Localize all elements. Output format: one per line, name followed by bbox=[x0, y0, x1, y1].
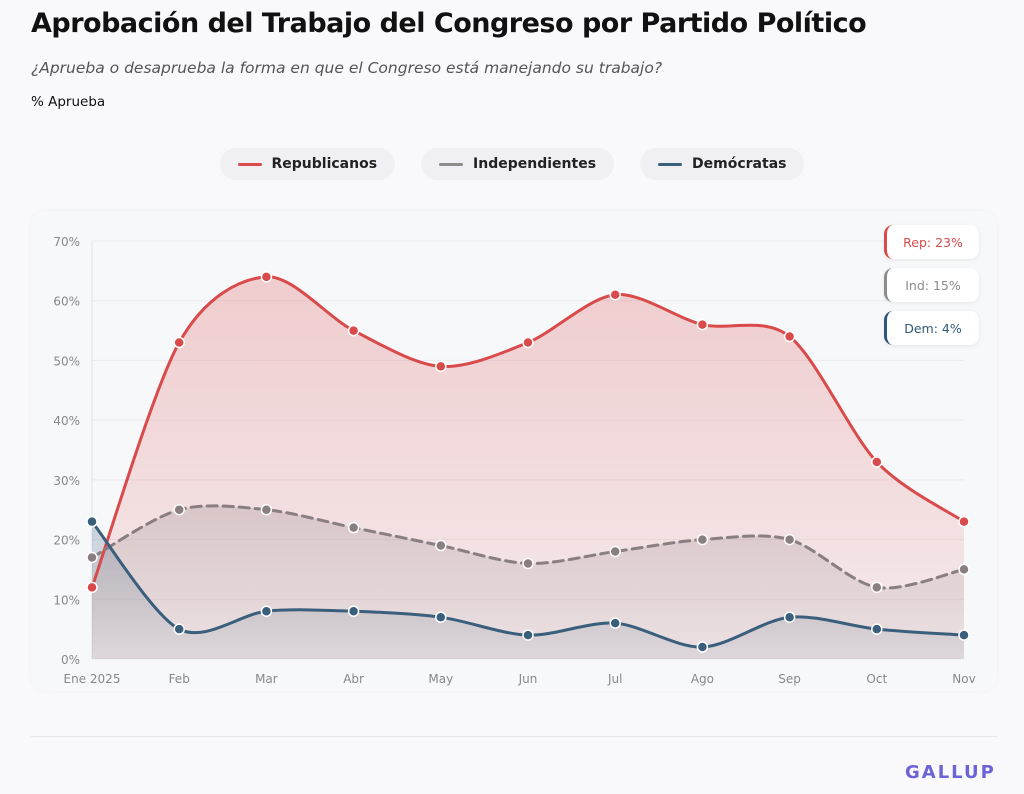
latest-values: Rep: 23% Ind: 15% Dem: 4% bbox=[884, 225, 979, 345]
line-republicanos bbox=[90, 275, 966, 589]
legend: Republicanos Independientes Demócratas bbox=[0, 148, 1024, 180]
area-demócratas bbox=[92, 521, 964, 659]
page-title: Aprobación del Trabajo del Congreso por … bbox=[31, 8, 867, 39]
legend-item-republicanos[interactable]: Republicanos bbox=[219, 148, 396, 180]
y-tick-label: 20% bbox=[53, 534, 80, 548]
point-demócratas bbox=[435, 611, 447, 623]
point-independientes bbox=[783, 533, 796, 546]
badge-rep: Rep: 23% bbox=[884, 225, 979, 259]
legend-label: Independientes bbox=[473, 156, 597, 172]
point-republicanos bbox=[435, 360, 447, 373]
legend-swatch bbox=[237, 162, 262, 166]
point-republicanos bbox=[609, 288, 621, 301]
badge-dem: Dem: 4% bbox=[884, 311, 979, 345]
y-tick-label: 10% bbox=[53, 593, 80, 607]
point-demócratas bbox=[609, 617, 621, 629]
gallup-logo: GALLUP bbox=[905, 762, 996, 783]
point-independientes bbox=[696, 533, 709, 546]
divider bbox=[31, 736, 997, 737]
point-republicanos bbox=[173, 336, 185, 349]
legend-item-democratas[interactable]: Demócratas bbox=[640, 148, 805, 180]
badge-ind: Ind: 15% bbox=[884, 268, 979, 302]
point-independientes bbox=[522, 557, 534, 570]
point-independientes bbox=[435, 539, 447, 552]
point-demócratas bbox=[696, 641, 709, 653]
point-independientes bbox=[347, 521, 360, 534]
point-independientes bbox=[958, 563, 970, 576]
x-tick-label: Ago bbox=[691, 672, 714, 686]
legend-label: Republicanos bbox=[271, 156, 378, 172]
point-demócratas bbox=[958, 629, 970, 641]
x-tick-label: Oct bbox=[866, 672, 887, 686]
point-demócratas bbox=[783, 611, 796, 623]
y-tick-label: 0% bbox=[61, 653, 80, 667]
point-republicanos bbox=[260, 271, 273, 283]
x-tick-label: Nov bbox=[952, 672, 975, 686]
x-tick-label: Jul bbox=[607, 672, 622, 686]
x-tick-label: Jun bbox=[518, 672, 538, 686]
legend-label: Demócratas bbox=[692, 156, 787, 172]
point-republicanos bbox=[783, 330, 796, 343]
point-independientes bbox=[609, 545, 621, 558]
legend-swatch bbox=[658, 162, 683, 166]
point-republicanos bbox=[522, 336, 534, 349]
point-republicanos bbox=[958, 515, 970, 528]
y-tick-label: 50% bbox=[53, 354, 80, 368]
subtitle: ¿Aprueba o desaprueba la forma en que el… bbox=[31, 59, 663, 77]
point-demócratas bbox=[260, 605, 273, 617]
point-demócratas bbox=[871, 623, 883, 635]
point-demócratas bbox=[522, 629, 534, 641]
point-republicanos bbox=[347, 324, 360, 337]
unit-label: % Aprueba bbox=[31, 94, 106, 110]
point-republicanos bbox=[871, 456, 883, 468]
point-independientes bbox=[173, 503, 185, 516]
point-independientes bbox=[86, 551, 98, 564]
point-republicanos bbox=[696, 318, 709, 331]
point-independientes bbox=[260, 503, 273, 516]
x-tick-label: Ene 2025 bbox=[64, 672, 121, 686]
point-republicanos bbox=[86, 581, 98, 594]
point-demócratas bbox=[347, 605, 360, 617]
y-tick-label: 70% bbox=[53, 235, 80, 249]
x-tick-label: Mar bbox=[255, 672, 278, 686]
legend-swatch bbox=[439, 162, 464, 166]
legend-item-independientes[interactable]: Independientes bbox=[421, 148, 615, 180]
point-demócratas bbox=[86, 515, 98, 528]
x-tick-label: Feb bbox=[169, 672, 190, 686]
x-tick-label: May bbox=[428, 672, 453, 686]
x-tick-label: Abr bbox=[343, 672, 364, 686]
point-demócratas bbox=[173, 623, 185, 635]
point-independientes bbox=[871, 581, 883, 594]
y-tick-label: 60% bbox=[53, 295, 80, 309]
y-tick-label: 30% bbox=[53, 474, 80, 488]
y-tick-label: 40% bbox=[53, 414, 80, 428]
x-tick-label: Sep bbox=[778, 672, 801, 686]
